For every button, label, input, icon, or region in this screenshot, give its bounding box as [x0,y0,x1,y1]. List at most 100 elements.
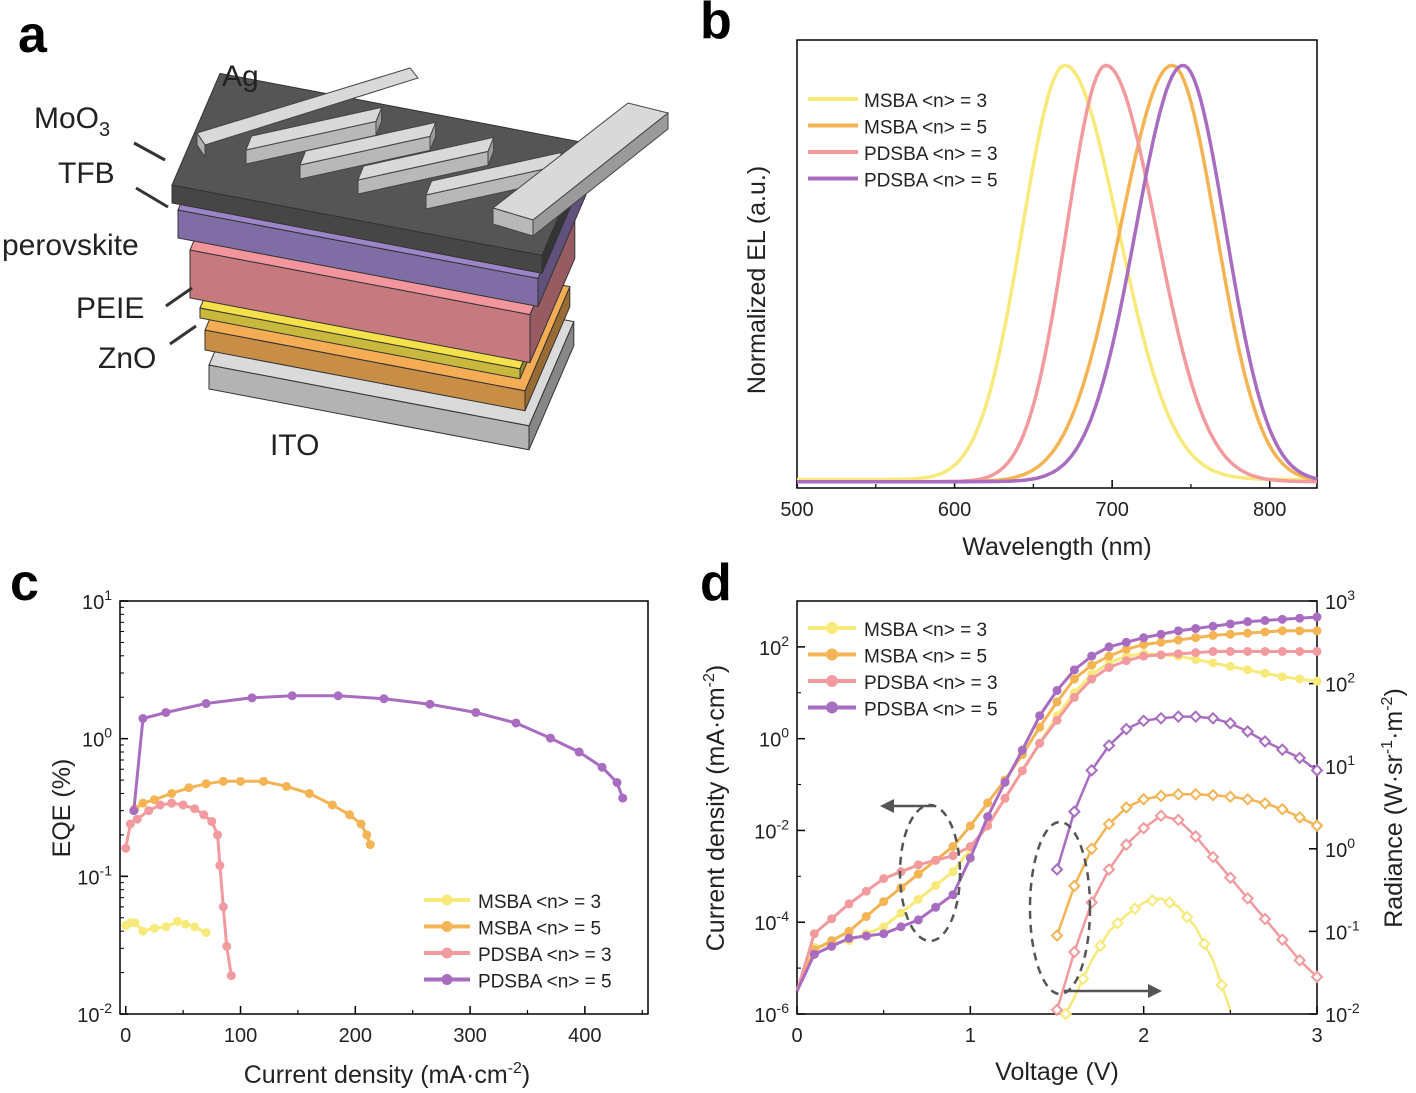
jv-point-d [1225,661,1235,671]
radiance-point-d [1206,850,1220,864]
series-point-c [258,776,268,786]
x-tick-label-b: 700 [1095,499,1128,521]
jv-point-d [1000,793,1010,803]
series-point-c [190,922,200,932]
jv-point-d [1277,646,1287,656]
y-tick-label-left-d: 100 [759,725,789,752]
y-tick-label-left-d: 102 [759,633,789,660]
y-tick-label-right-d: 102 [1325,670,1355,697]
jv-point-d [1087,660,1097,670]
y-axis-label-left-d: Current density (mA·cm-2) [701,665,730,952]
jv-point-d [896,922,906,932]
panel-b-el-spectra: b 500 600 700 800 MSBA <n> = 3 MSBA <n> = 5 PD… [700,0,1318,561]
series-point-c [471,707,481,717]
series-point-c [612,778,622,788]
radiance-point-d [1154,809,1168,823]
plot-frame-b [796,39,1318,489]
jv-point-d [1052,715,1062,725]
radiance-point-d [1067,805,1081,819]
jv-point-d [1295,626,1305,636]
jv-point-d [861,886,871,896]
radiance-point-d [1171,710,1185,724]
radiance-point-d [1085,842,1099,856]
jv-point-d [1139,640,1149,650]
radiance-point-d [1154,789,1168,803]
series-point-c [161,922,171,932]
jv-point-d [844,926,854,936]
jv-point-d [879,874,889,884]
radiance-point-d [1275,743,1289,757]
leader-moo3 [133,141,166,162]
jv-point-d [1208,658,1218,668]
label-ito: ITO [270,429,319,462]
jv-point-d [1243,665,1253,675]
jv-point-d [1104,651,1114,661]
radiance-point-d [1137,714,1151,728]
radiance-line-d [1055,793,1318,936]
radiance-point-d [1050,1003,1064,1017]
label-peie: PEIE [76,292,144,325]
panel-b-letter: b [700,0,732,50]
series-point-c [345,810,355,820]
radiance-point-d [1180,910,1194,924]
panel-a-device-schematic: a Ag MoO3 TFB perovskite PEIE ZnO ITO [2,6,670,462]
ag-front-contact [491,102,670,238]
series-point-c [155,800,165,810]
legend-label-d: PDSBA <n> = 3 [864,673,998,694]
ag-finger-2 [299,121,437,180]
radiance-point-d [1163,896,1177,909]
legend-label-b: MSBA <n> = 3 [864,91,987,112]
x-tick-label-c: 300 [453,1025,486,1047]
radiance-line-d [1055,715,1318,870]
series-point-c [333,691,343,701]
radiance-point-d [1119,838,1133,852]
y-tick-label-right-d: 100 [1325,835,1355,862]
jv-point-d [1000,777,1010,787]
jv-point-d [1312,612,1322,622]
series-point-c [226,971,236,981]
jv-point-d [1156,650,1166,660]
jv-point-d [827,941,837,951]
jv-point-d [948,842,958,852]
ag-front-side [532,111,669,238]
ag-finger-4-top [425,151,563,196]
radiance-point-d [1206,711,1220,725]
radiance-point-d [1215,978,1229,992]
jv-point-d [1191,655,1201,665]
jv-point-d [1173,649,1183,659]
jv-point-d [1312,646,1322,656]
jv-point-d [965,853,975,863]
radiance-point-d [1128,902,1142,916]
legend-label-c: MSBA <n> = 5 [478,919,601,940]
legend-label-d: MSBA <n> = 5 [864,647,987,668]
jv-point-d [1087,674,1097,684]
legend-marker-d [826,675,838,687]
x-axis-label-c: Current density (mA·cm-2) [244,1060,531,1089]
jv-point-d [1312,626,1322,636]
legend-marker-d [826,648,838,661]
legend-marker-d [826,622,838,634]
label-tfb: TFB [58,157,115,190]
x-tick-label-b: 500 [780,499,813,521]
jv-point-d [1277,614,1287,624]
radiance-point-d [1223,871,1237,885]
y-tick-label-left-d: 10-2 [754,816,789,843]
jv-point-d [844,933,854,943]
jv-point-d [983,798,993,808]
jv-point-d [1208,646,1218,656]
series-line-b [797,63,1317,482]
y-tick-label-right-d: 101 [1325,752,1355,779]
series-point-c [138,714,148,724]
jv-point-d [1173,626,1183,636]
jv-point-d [861,911,871,921]
jv-point-d [1191,633,1201,643]
x-tick-label-c: 200 [339,1025,372,1047]
jv-point-d [948,851,958,861]
series-point-c [281,781,291,791]
jv-point-d [1208,630,1218,640]
x-tick-label-b: 600 [938,499,971,521]
jv-point-d [1225,619,1235,629]
plot-d: 0 1 2 3 102 100 10-2 10-4 10-6 103 102 101 100 10-1 10… [754,587,1360,1047]
series-point-c [201,928,211,938]
radiance-point-d [1241,792,1255,806]
